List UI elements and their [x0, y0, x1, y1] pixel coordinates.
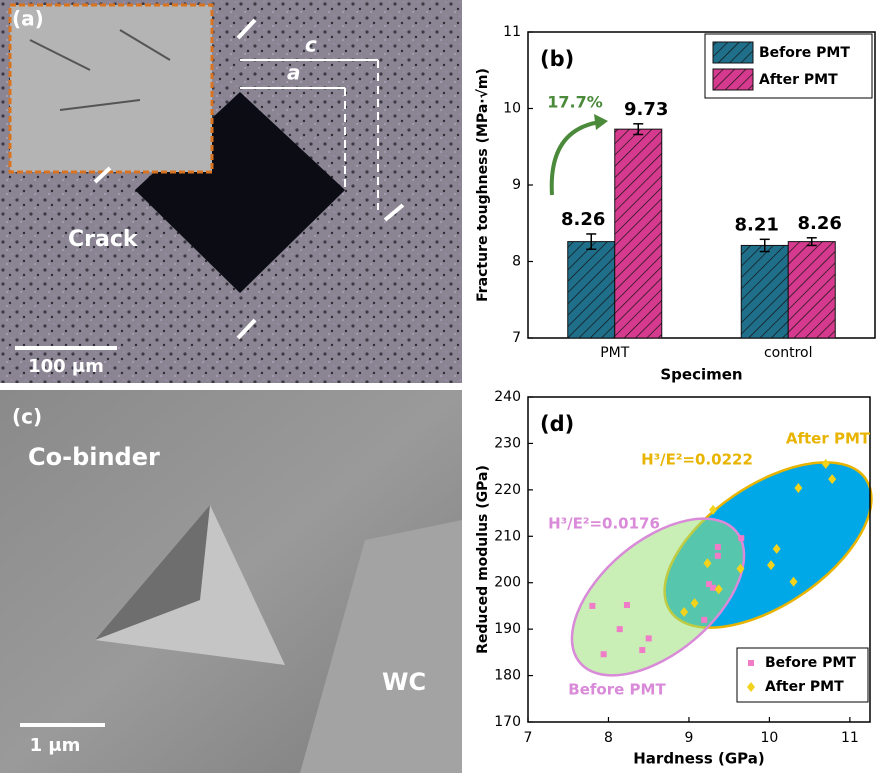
annotation: H³/E²=0.0176 — [548, 515, 660, 533]
x-tick-label: PMT — [600, 345, 630, 361]
bar — [741, 245, 788, 338]
increase-arrow — [552, 122, 600, 195]
annotation: 17.7% — [547, 93, 603, 112]
annotation: Crack — [68, 227, 139, 252]
annotation: a — [287, 61, 301, 85]
legend-label: After PMT — [759, 72, 838, 88]
legend-label: Before PMT — [759, 45, 850, 61]
data-label: 9.73 — [624, 99, 668, 120]
x-tick-label: 9 — [684, 730, 693, 746]
y-tick-label: 180 — [494, 668, 521, 684]
scale-bar-label: 100 μm — [28, 356, 104, 377]
x-tick-label: 7 — [524, 730, 533, 746]
y-tick-label: 210 — [494, 528, 521, 544]
point — [715, 553, 721, 559]
figure: (a) Crack a c 100 μm (c) Co-binder WC 1 … — [0, 0, 883, 773]
point — [748, 660, 754, 666]
x-tick-label: 10 — [760, 730, 778, 746]
point — [639, 647, 645, 653]
y-tick-label: 170 — [494, 714, 521, 730]
bar — [568, 242, 615, 338]
annotation: c — [305, 33, 317, 57]
point — [617, 626, 623, 632]
y-tick-label: 190 — [494, 621, 521, 637]
y-tick-label: 10 — [503, 101, 521, 117]
legend-swatch — [713, 42, 753, 63]
legend-label: After PMT — [765, 679, 844, 695]
annotation: Co-binder — [28, 443, 160, 471]
x-tick-label: control — [764, 345, 813, 361]
y-axis-label: Fracture toughness (MPa·√m) — [475, 68, 491, 302]
panel-label: (c) — [12, 405, 42, 429]
micrograph-a: (a) Crack a c 100 μm — [0, 0, 462, 383]
micrograph-c: (c) Co-binder WC 1 μm — [0, 390, 462, 773]
point — [738, 535, 744, 541]
point — [710, 585, 716, 591]
y-axis-label: Reduced modulus (GPa) — [475, 465, 491, 654]
annotation: WC — [382, 668, 426, 696]
panel-label: (b) — [540, 47, 574, 71]
data-label: 8.26 — [798, 213, 842, 234]
data-label: 8.21 — [735, 214, 779, 235]
y-tick-label: 220 — [494, 482, 521, 498]
point — [624, 602, 630, 608]
point — [646, 635, 652, 641]
point — [601, 651, 607, 657]
legend-swatch — [713, 69, 753, 90]
y-tick-label: 240 — [494, 389, 521, 405]
x-tick-label: 8 — [604, 730, 613, 746]
annotation: H³/E²=0.0222 — [641, 451, 753, 469]
arrow-head — [594, 114, 608, 130]
x-axis-label: Hardness (GPa) — [633, 750, 764, 768]
bar — [788, 242, 835, 338]
x-axis-label: Specimen — [660, 366, 742, 384]
y-tick-label: 230 — [494, 435, 521, 451]
point — [701, 617, 707, 623]
bar — [615, 129, 662, 338]
point — [589, 603, 595, 609]
y-tick-label: 8 — [512, 254, 521, 270]
scale-bar-label: 1 μm — [30, 735, 81, 756]
point — [715, 544, 721, 550]
y-tick-label: 11 — [503, 24, 521, 40]
y-tick-label: 200 — [494, 575, 521, 591]
y-tick-label: 7 — [512, 330, 521, 346]
legend-label: Before PMT — [765, 655, 856, 671]
data-label: 8.26 — [561, 209, 605, 230]
panel-label: (a) — [12, 7, 44, 31]
y-tick-label: 9 — [512, 177, 521, 193]
annotation: After PMT — [786, 430, 871, 448]
panel-label: (d) — [540, 412, 574, 436]
x-tick-label: 11 — [841, 730, 859, 746]
annotation: Before PMT — [568, 681, 666, 699]
